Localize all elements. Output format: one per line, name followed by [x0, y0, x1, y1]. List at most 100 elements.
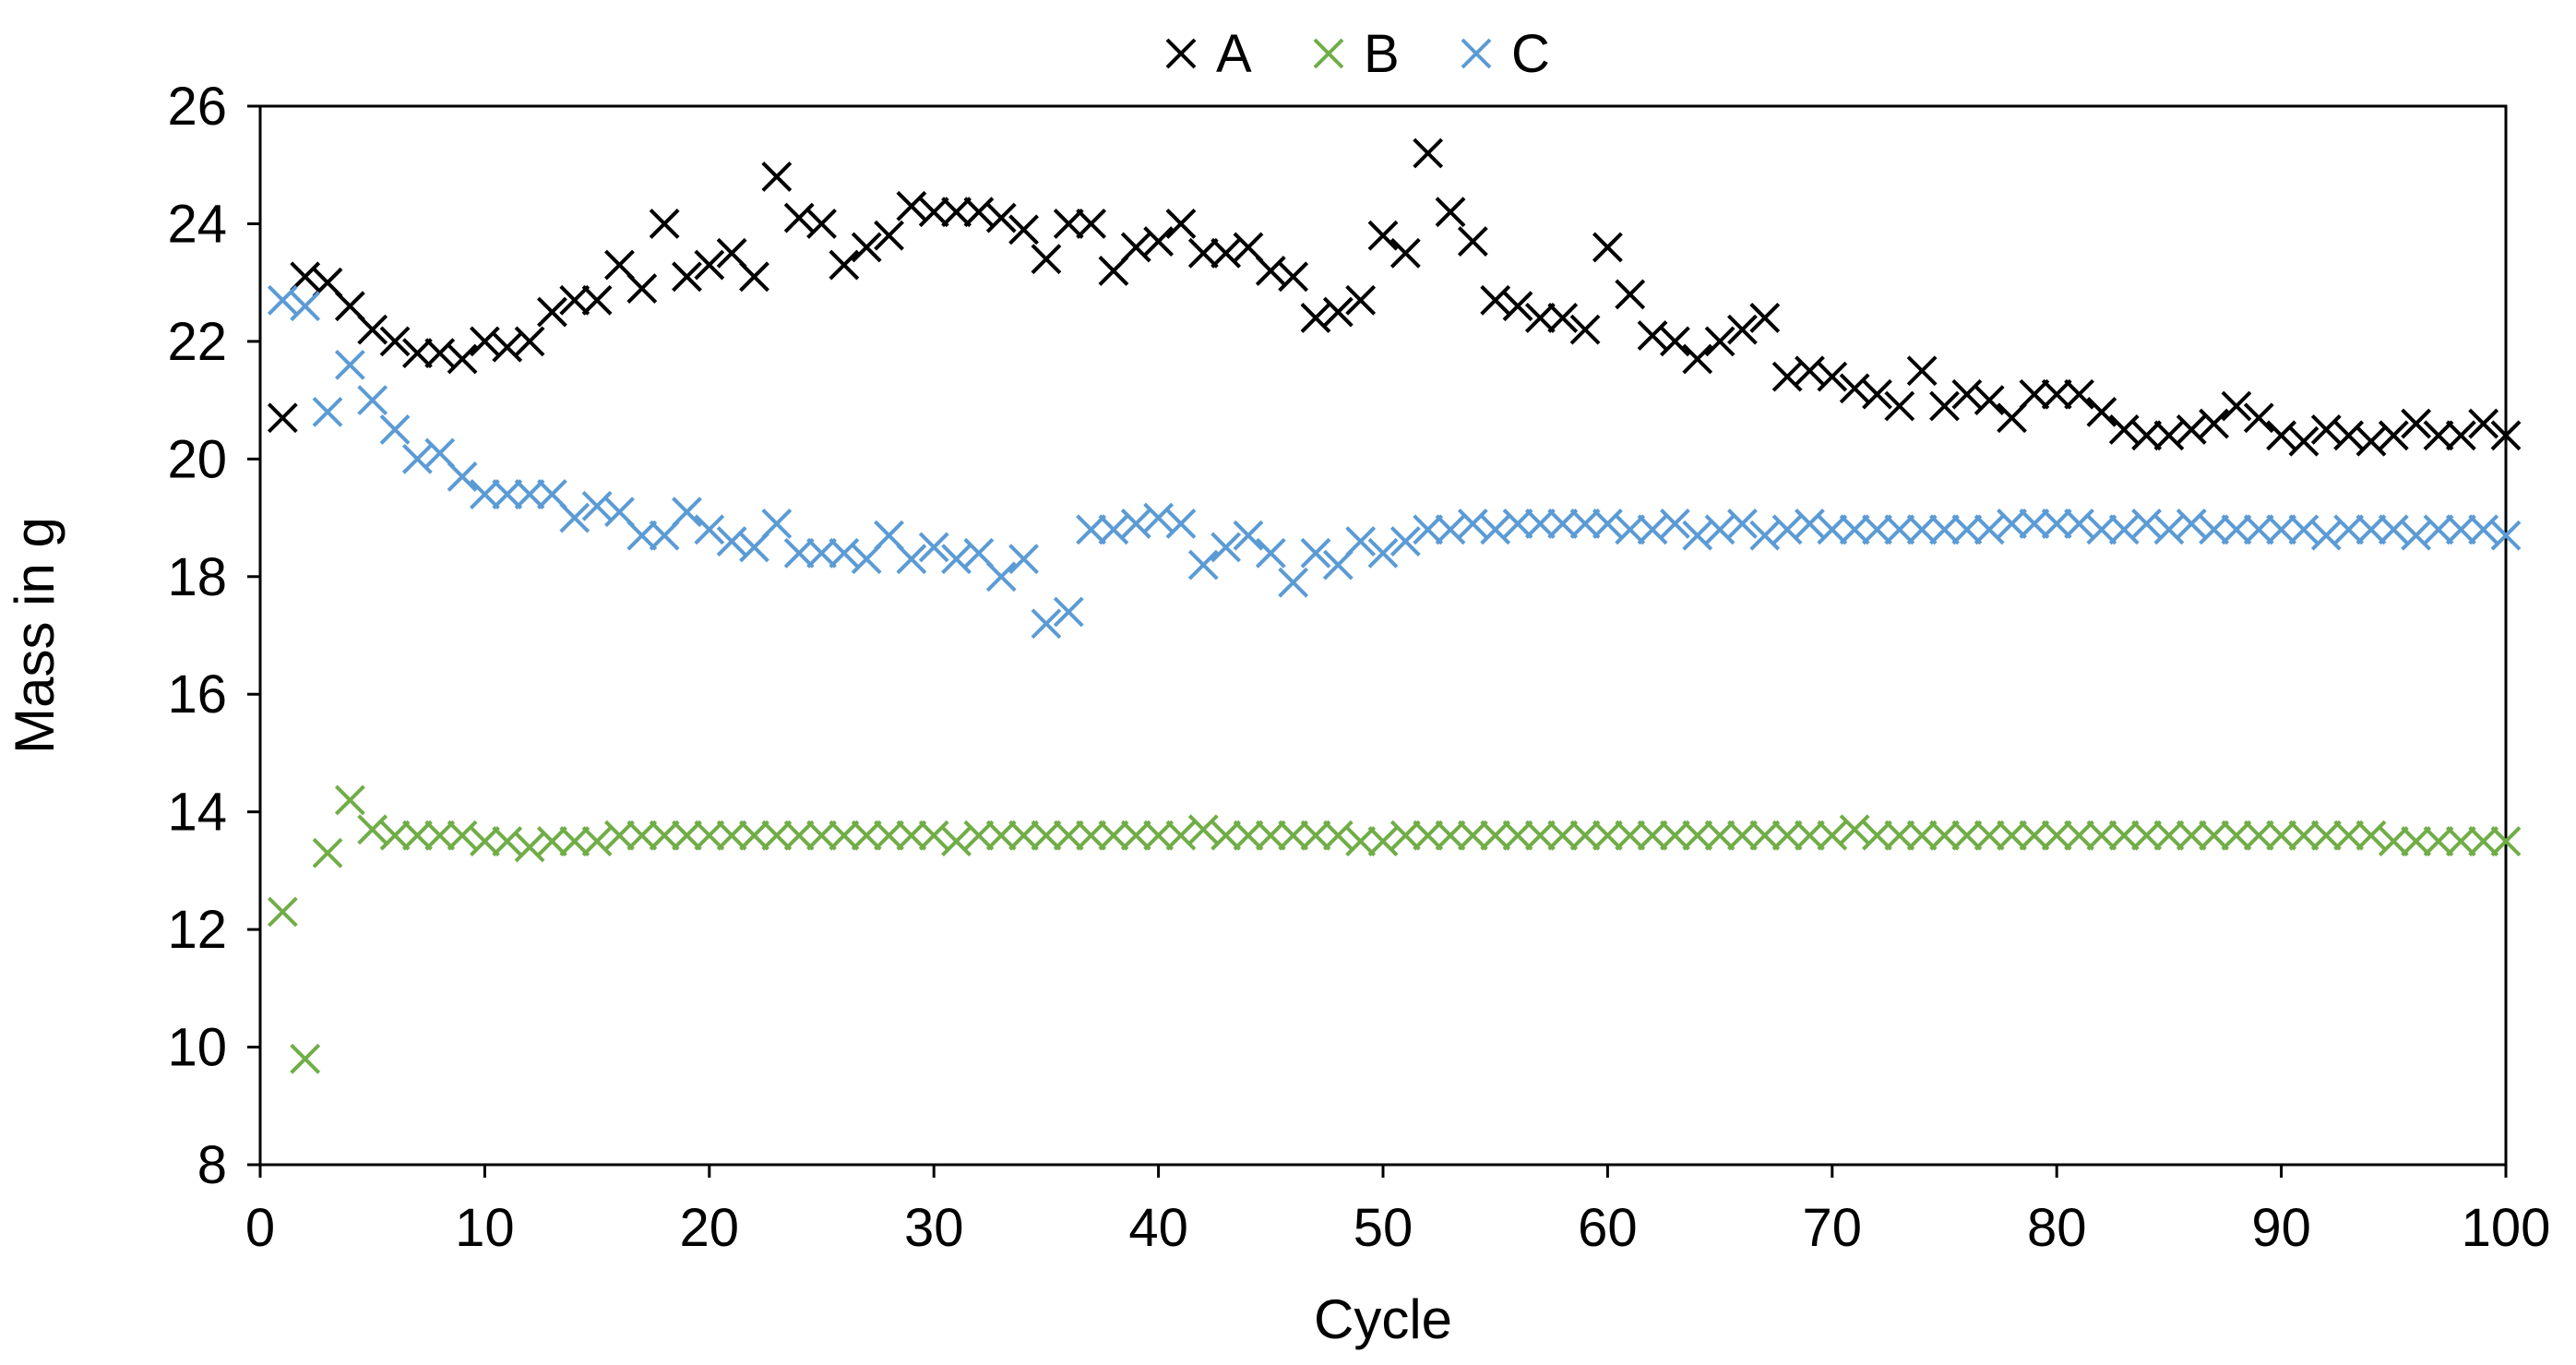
data-point-b [447, 820, 478, 851]
data-point-c [2064, 509, 2094, 539]
data-point-a [1367, 220, 1399, 251]
data-point-c [672, 497, 702, 528]
data-point-b [716, 820, 747, 851]
data-point-b [2108, 820, 2140, 851]
data-point-c [581, 490, 613, 521]
data-point-a [1053, 209, 1084, 239]
data-point-c [694, 514, 725, 545]
data-point-a [1255, 256, 1286, 286]
data-point-c [2468, 514, 2499, 545]
data-point-b [1660, 820, 1690, 851]
data-point-a [1165, 209, 1197, 239]
data-point-b [896, 820, 927, 851]
legend-item-c: C [1461, 24, 1550, 84]
y-tick-label: 24 [167, 194, 227, 254]
data-point-c [447, 461, 478, 492]
data-point-a [1906, 355, 1938, 387]
data-point-b [581, 826, 613, 856]
data-point-c [1547, 509, 1579, 539]
data-point-c [783, 537, 815, 569]
data-point-c [2310, 520, 2342, 551]
data-point-c [1660, 509, 1690, 539]
data-point-a [1929, 390, 1960, 422]
data-point-a [1413, 138, 1444, 169]
data-point-a [2199, 408, 2229, 439]
data-point-c [2041, 509, 2072, 539]
y-tick-label: 12 [167, 900, 227, 960]
data-point-c [829, 537, 860, 569]
data-point-b [1165, 820, 1197, 851]
data-point-c [896, 544, 927, 575]
data-point-a [918, 197, 949, 228]
y-tick-label: 16 [167, 665, 227, 724]
data-point-a [1817, 361, 1848, 392]
data-point-a [694, 249, 725, 281]
data-point-a [1300, 302, 1331, 333]
y-tick-label: 18 [167, 547, 227, 607]
data-point-a [783, 202, 815, 233]
data-point-c [2243, 514, 2274, 545]
legend: A B C [1165, 24, 1550, 84]
data-point-b [2310, 820, 2342, 851]
data-point-c [1951, 514, 1983, 545]
data-point-c [2019, 509, 2050, 539]
data-point-b [2019, 820, 2050, 851]
y-tick-label: 22 [167, 312, 227, 372]
data-point-b [1187, 814, 1219, 845]
data-point-a [1389, 237, 1421, 269]
data-point-c [1345, 526, 1377, 557]
data-point-c [2423, 514, 2454, 545]
data-point-b [1120, 820, 1151, 851]
data-point-c [469, 479, 500, 509]
data-point-c [1929, 514, 1960, 545]
data-point-b [1974, 820, 2005, 851]
data-point-c [1076, 514, 1106, 545]
data-point-a [581, 284, 613, 316]
data-point-b [626, 820, 658, 851]
data-point-a [626, 273, 658, 304]
data-point-c [2221, 514, 2252, 545]
data-point-a [851, 232, 882, 263]
x-tick-label: 30 [904, 1198, 964, 1258]
data-point-c [1300, 537, 1331, 569]
data-point-b [1143, 820, 1175, 851]
data-point-a [1569, 314, 1601, 345]
data-point-a [2355, 425, 2387, 457]
data-point-c [1749, 520, 1781, 551]
data-point-c [2086, 514, 2117, 545]
data-point-c [1120, 509, 1151, 539]
data-point-b [1300, 820, 1331, 851]
data-point-b [1233, 820, 1264, 851]
data-point-c [2490, 520, 2522, 551]
data-point-b [1615, 820, 1646, 851]
data-point-b [985, 820, 1017, 851]
x-tick-label: 70 [1803, 1198, 1863, 1258]
data-point-c [1008, 544, 1039, 575]
data-point-c [1795, 509, 1825, 539]
data-point-c [1210, 532, 1242, 563]
data-point-b [874, 820, 904, 851]
data-point-b [1592, 820, 1623, 851]
data-point-b [604, 820, 635, 851]
data-point-a [2131, 420, 2162, 451]
data-point-b [2468, 826, 2499, 856]
data-point-a [1884, 390, 1915, 422]
data-point-a [537, 296, 567, 328]
data-point-c [1053, 596, 1084, 628]
data-point-c [401, 443, 433, 474]
data-point-a [2086, 396, 2117, 427]
data-point-a [1502, 291, 1533, 322]
data-point-b [334, 784, 365, 816]
legend-label: B [1364, 24, 1400, 84]
data-point-a [469, 326, 500, 357]
data-point-c [1413, 514, 1444, 545]
data-point-a [2401, 408, 2432, 439]
data-point-b [559, 826, 590, 856]
data-point-a [1187, 237, 1219, 269]
data-point-a [1345, 284, 1377, 316]
series-layer [267, 138, 2522, 1074]
data-point-c [1974, 514, 2005, 545]
data-point-b [290, 1043, 321, 1074]
x-tick-label: 50 [1354, 1198, 1413, 1258]
data-point-c [1278, 567, 1309, 598]
